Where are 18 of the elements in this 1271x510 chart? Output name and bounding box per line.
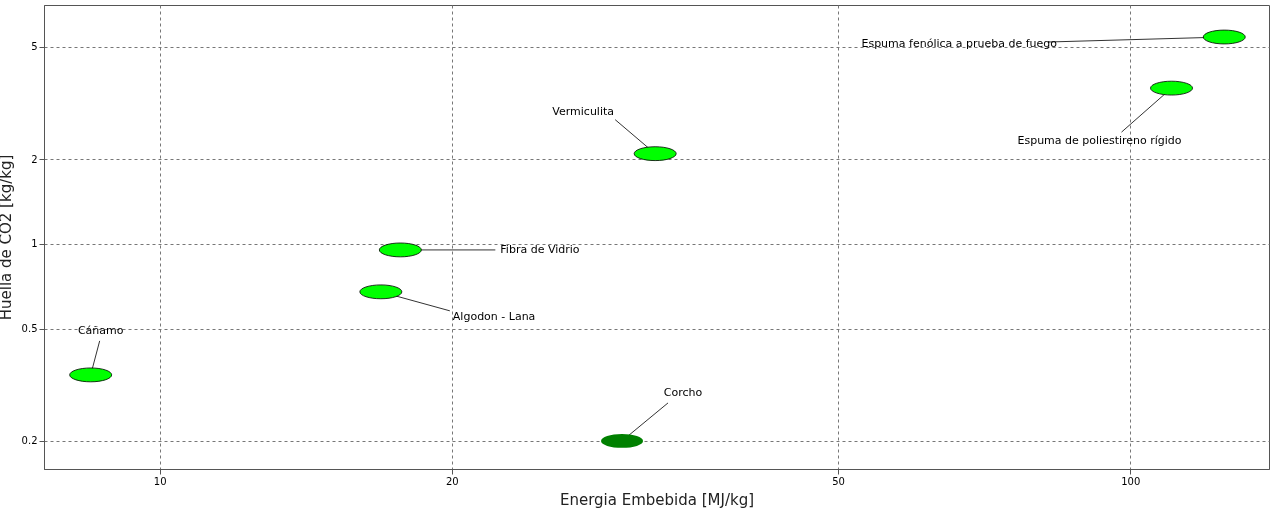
annotation: Espuma de poliestireno rígido: [1017, 134, 1182, 148]
x-axis-title: Energia Embebida [MJ/kg]: [559, 490, 755, 509]
y-tick-label: 1: [31, 238, 38, 250]
y-tick-label: 0.2: [21, 435, 38, 447]
y-axis-title: Huella de CO2 [kg/kg]: [0, 154, 15, 321]
annotation: Vermiculita: [552, 104, 615, 118]
y-tick-label: 2: [31, 153, 38, 165]
x-tick-label: 50: [832, 475, 845, 487]
y-tick-label: 0.5: [21, 323, 38, 335]
annotation: Fibra de Vidrio: [500, 242, 580, 256]
annotation: Cáñamo: [77, 323, 124, 337]
x-tick-label: 100: [1121, 475, 1141, 487]
x-tick-label: 20: [445, 475, 459, 487]
annotation: Corcho: [663, 385, 703, 399]
x-tick-label: 10: [153, 475, 167, 487]
y-tick-label: 5: [31, 41, 38, 53]
annotation: Algodon - Lana: [452, 309, 536, 323]
annotation: Espuma fenólica a prueba de fuego: [861, 37, 1058, 51]
